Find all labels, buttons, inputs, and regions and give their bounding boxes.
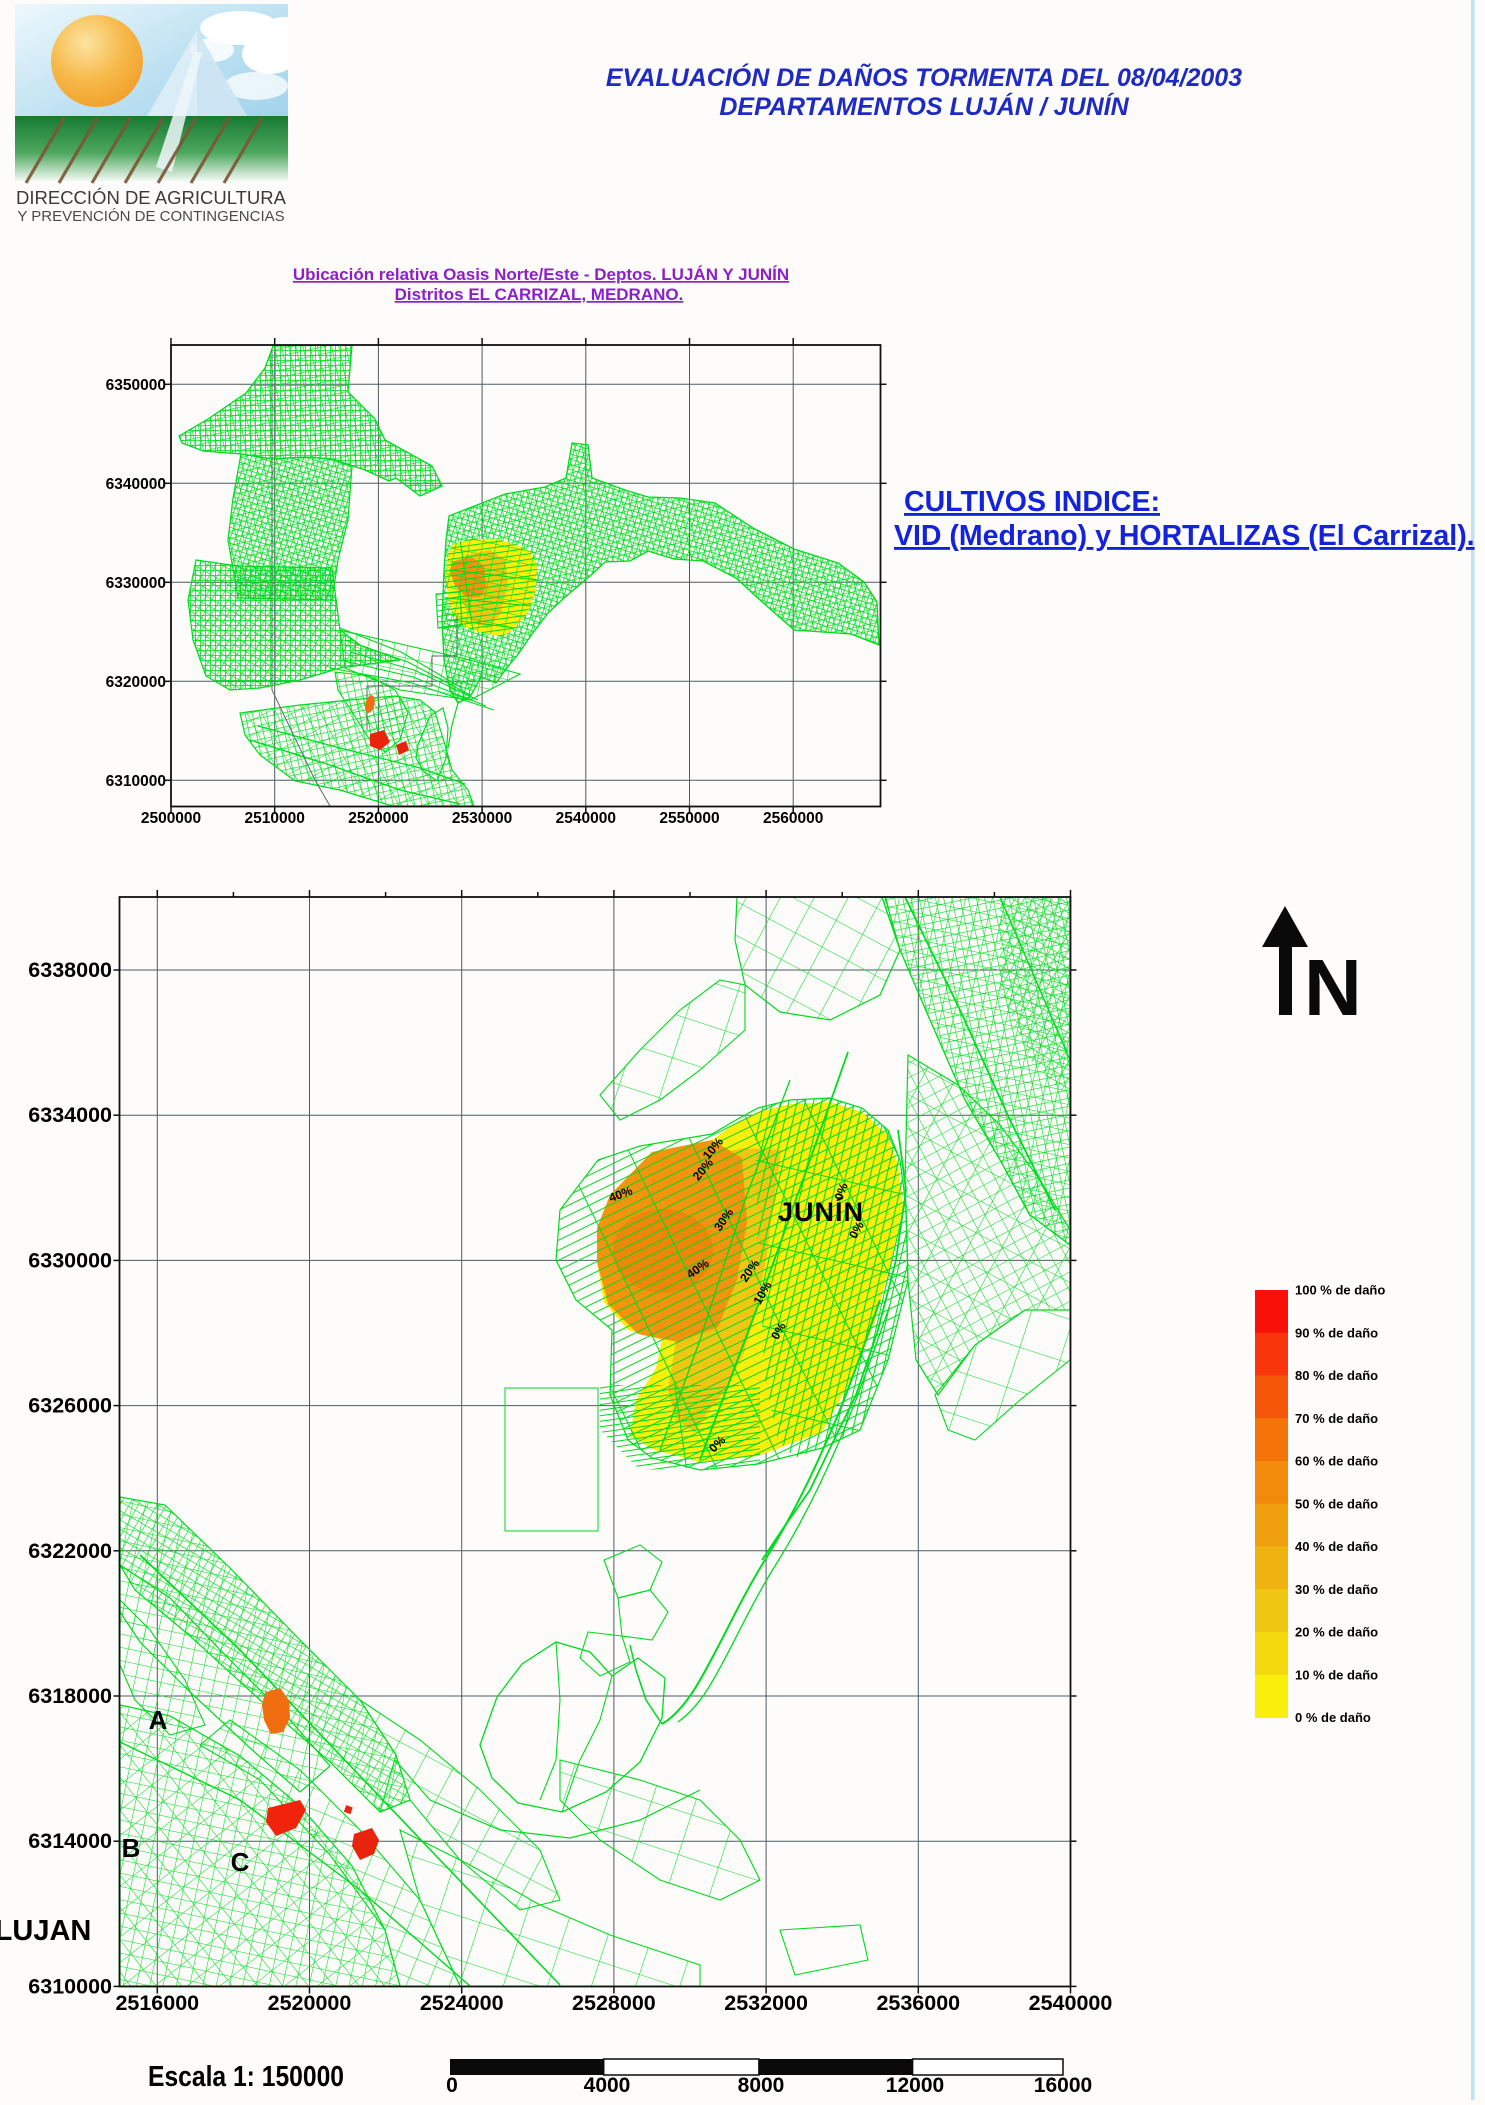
svg-text:2560000: 2560000 xyxy=(763,810,823,827)
svg-text:2520000: 2520000 xyxy=(268,1991,352,2015)
svg-text:EVALUACIÓN DE DAÑOS TORMENTA D: EVALUACIÓN DE DAÑOS TORMENTA DEL 08/04/2… xyxy=(606,62,1242,92)
svg-text:6320000: 6320000 xyxy=(106,674,166,691)
svg-text:6330000: 6330000 xyxy=(28,1248,112,1272)
svg-text:VID (Medrano) y HORTALIZAS (El: VID (Medrano) y HORTALIZAS (El Carrizal)… xyxy=(894,520,1475,552)
svg-text:6322000: 6322000 xyxy=(28,1539,112,1563)
svg-text:0 % de daño: 0 % de daño xyxy=(1295,1710,1371,1725)
svg-text:2516000: 2516000 xyxy=(115,1991,199,2015)
svg-text:70 % de daño: 70 % de daño xyxy=(1295,1411,1378,1426)
svg-text:Ubicación relativa Oasis Norte: Ubicación relativa Oasis Norte/Este - De… xyxy=(293,265,789,284)
svg-text:6350000: 6350000 xyxy=(106,377,166,394)
svg-text:6326000: 6326000 xyxy=(28,1394,112,1418)
svg-text:N: N xyxy=(1304,943,1362,1032)
svg-text:0%: 0% xyxy=(832,1181,851,1202)
svg-text:4000: 4000 xyxy=(584,2074,631,2097)
svg-text:6310000: 6310000 xyxy=(28,1974,112,1998)
svg-text:12000: 12000 xyxy=(886,2074,944,2097)
svg-text:JUNÍN: JUNÍN xyxy=(778,1196,864,1227)
svg-text:C: C xyxy=(231,1847,250,1877)
svg-text:2540000: 2540000 xyxy=(556,810,616,827)
svg-text:2550000: 2550000 xyxy=(659,810,719,827)
svg-text:DEPARTAMENTOS LUJÁN / JUNÍN: DEPARTAMENTOS LUJÁN / JUNÍN xyxy=(719,92,1129,121)
svg-text:2536000: 2536000 xyxy=(876,1991,960,2015)
svg-text:0: 0 xyxy=(446,2074,458,2097)
svg-text:80 % de daño: 80 % de daño xyxy=(1295,1368,1378,1383)
svg-text:LUJAN: LUJAN xyxy=(0,1915,91,1947)
svg-text:2540000: 2540000 xyxy=(1029,1991,1113,2015)
svg-text:Escala 1: 150000: Escala 1: 150000 xyxy=(148,2061,344,2093)
svg-text:6330000: 6330000 xyxy=(106,575,166,592)
svg-text:2524000: 2524000 xyxy=(420,1991,504,2015)
svg-text:6340000: 6340000 xyxy=(106,476,166,493)
svg-text:90 % de daño: 90 % de daño xyxy=(1295,1325,1378,1340)
svg-text:20 % de daño: 20 % de daño xyxy=(1295,1625,1378,1640)
svg-text:10 % de daño: 10 % de daño xyxy=(1295,1667,1378,1682)
svg-text:2532000: 2532000 xyxy=(724,1991,808,2015)
svg-text:2528000: 2528000 xyxy=(572,1991,656,2015)
svg-text:6314000: 6314000 xyxy=(28,1829,112,1853)
svg-text:6310000: 6310000 xyxy=(106,773,166,790)
svg-text:60 % de daño: 60 % de daño xyxy=(1295,1454,1378,1469)
svg-text:100 % de daño: 100 % de daño xyxy=(1295,1283,1385,1298)
svg-text:6318000: 6318000 xyxy=(28,1684,112,1708)
svg-text:2500000: 2500000 xyxy=(141,810,201,827)
svg-text:Y PREVENCIÓN DE CONTINGENCIAS: Y PREVENCIÓN DE CONTINGENCIAS xyxy=(17,208,284,225)
svg-text:8000: 8000 xyxy=(738,2074,785,2097)
svg-text:DIRECCIÓN DE AGRICULTURA: DIRECCIÓN DE AGRICULTURA xyxy=(16,187,287,208)
svg-text:6338000: 6338000 xyxy=(28,958,112,982)
svg-text:Distritos EL CARRIZAL, MEDRANO: Distritos EL CARRIZAL, MEDRANO. xyxy=(395,285,684,304)
svg-text:6334000: 6334000 xyxy=(28,1103,112,1127)
svg-text:16000: 16000 xyxy=(1034,2074,1092,2097)
svg-text:B: B xyxy=(122,1833,141,1863)
svg-text:30 % de daño: 30 % de daño xyxy=(1295,1582,1378,1597)
svg-text:2510000: 2510000 xyxy=(245,810,305,827)
svg-text:40 % de daño: 40 % de daño xyxy=(1295,1539,1378,1554)
svg-text:50 % de daño: 50 % de daño xyxy=(1295,1496,1378,1511)
svg-text:2530000: 2530000 xyxy=(452,810,512,827)
svg-text:CULTIVOS INDICE:: CULTIVOS INDICE: xyxy=(904,486,1160,518)
svg-text:A: A xyxy=(149,1705,168,1735)
svg-text:2520000: 2520000 xyxy=(348,810,408,827)
